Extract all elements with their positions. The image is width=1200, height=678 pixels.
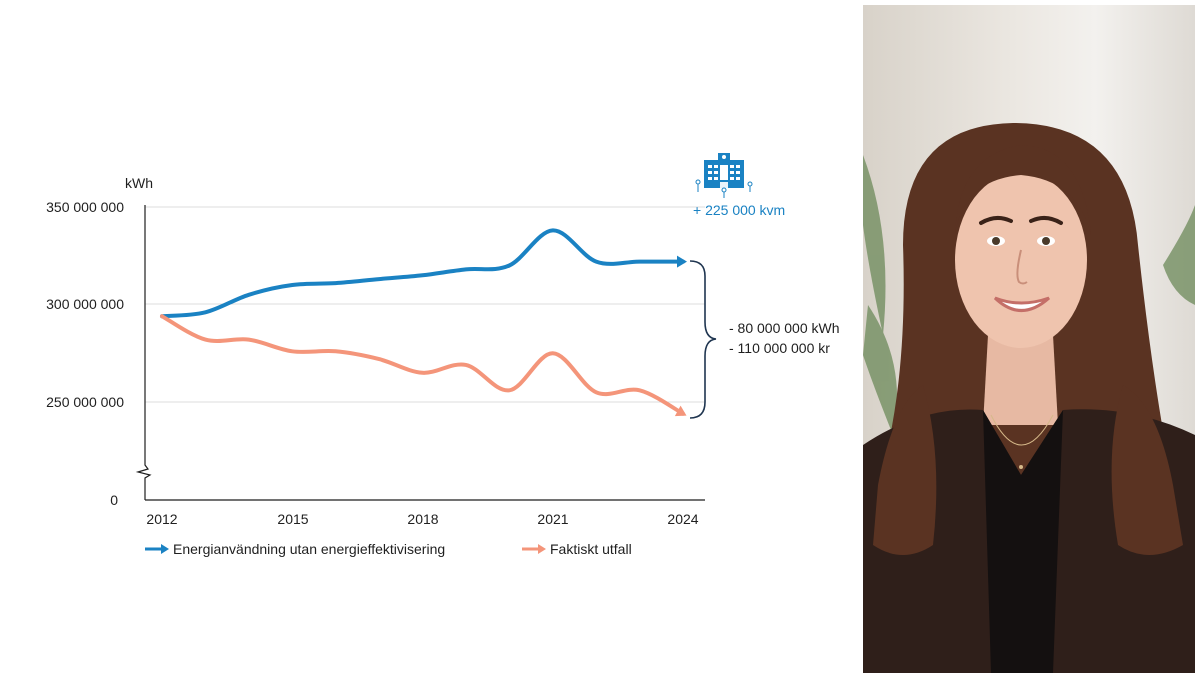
savings-kwh-label: - 80 000 000 kWh [729, 320, 840, 336]
y-axis-with-break [135, 205, 152, 500]
x-tick-label: 2021 [537, 511, 568, 527]
savings-brace [689, 260, 717, 419]
chart: 350 000 000 300 000 000 250 000 000 0 kW… [46, 153, 840, 557]
y-tick-label: 350 000 000 [46, 199, 124, 215]
series-line-energianvandning [160, 228, 685, 319]
y-axis-unit: kWh [125, 175, 153, 191]
legend-arrow-energianvandning [161, 544, 169, 554]
x-tick-label: 2018 [407, 511, 438, 527]
x-tick-label: 2024 [667, 511, 698, 527]
series-line-faktiskt-utfall [160, 314, 685, 416]
legend-label-energianvandning: Energianvändning utan energieffektiviser… [173, 541, 445, 557]
portrait-illustration [863, 123, 1195, 673]
area-added-label: + 225 000 kvm [693, 202, 785, 218]
portrait-photo [863, 5, 1195, 673]
series-arrowhead-faktiskt-utfall [674, 405, 687, 417]
y-tick-label: 300 000 000 [46, 296, 124, 312]
y-tick-label: 250 000 000 [46, 394, 124, 410]
legend-arrow-faktiskt-utfall [538, 544, 546, 554]
savings-kr-label: - 110 000 000 kr [729, 340, 830, 356]
y-tick-label: 0 [110, 492, 118, 508]
x-tick-label: 2012 [146, 511, 177, 527]
x-tick-label: 2015 [277, 511, 308, 527]
hospital-building-icon [695, 153, 753, 198]
legend-label-faktiskt-utfall: Faktiskt utfall [550, 541, 632, 557]
series-arrowhead-energianvandning [677, 255, 687, 268]
legend: Energianvändning utan energieffektiviser… [145, 541, 632, 557]
